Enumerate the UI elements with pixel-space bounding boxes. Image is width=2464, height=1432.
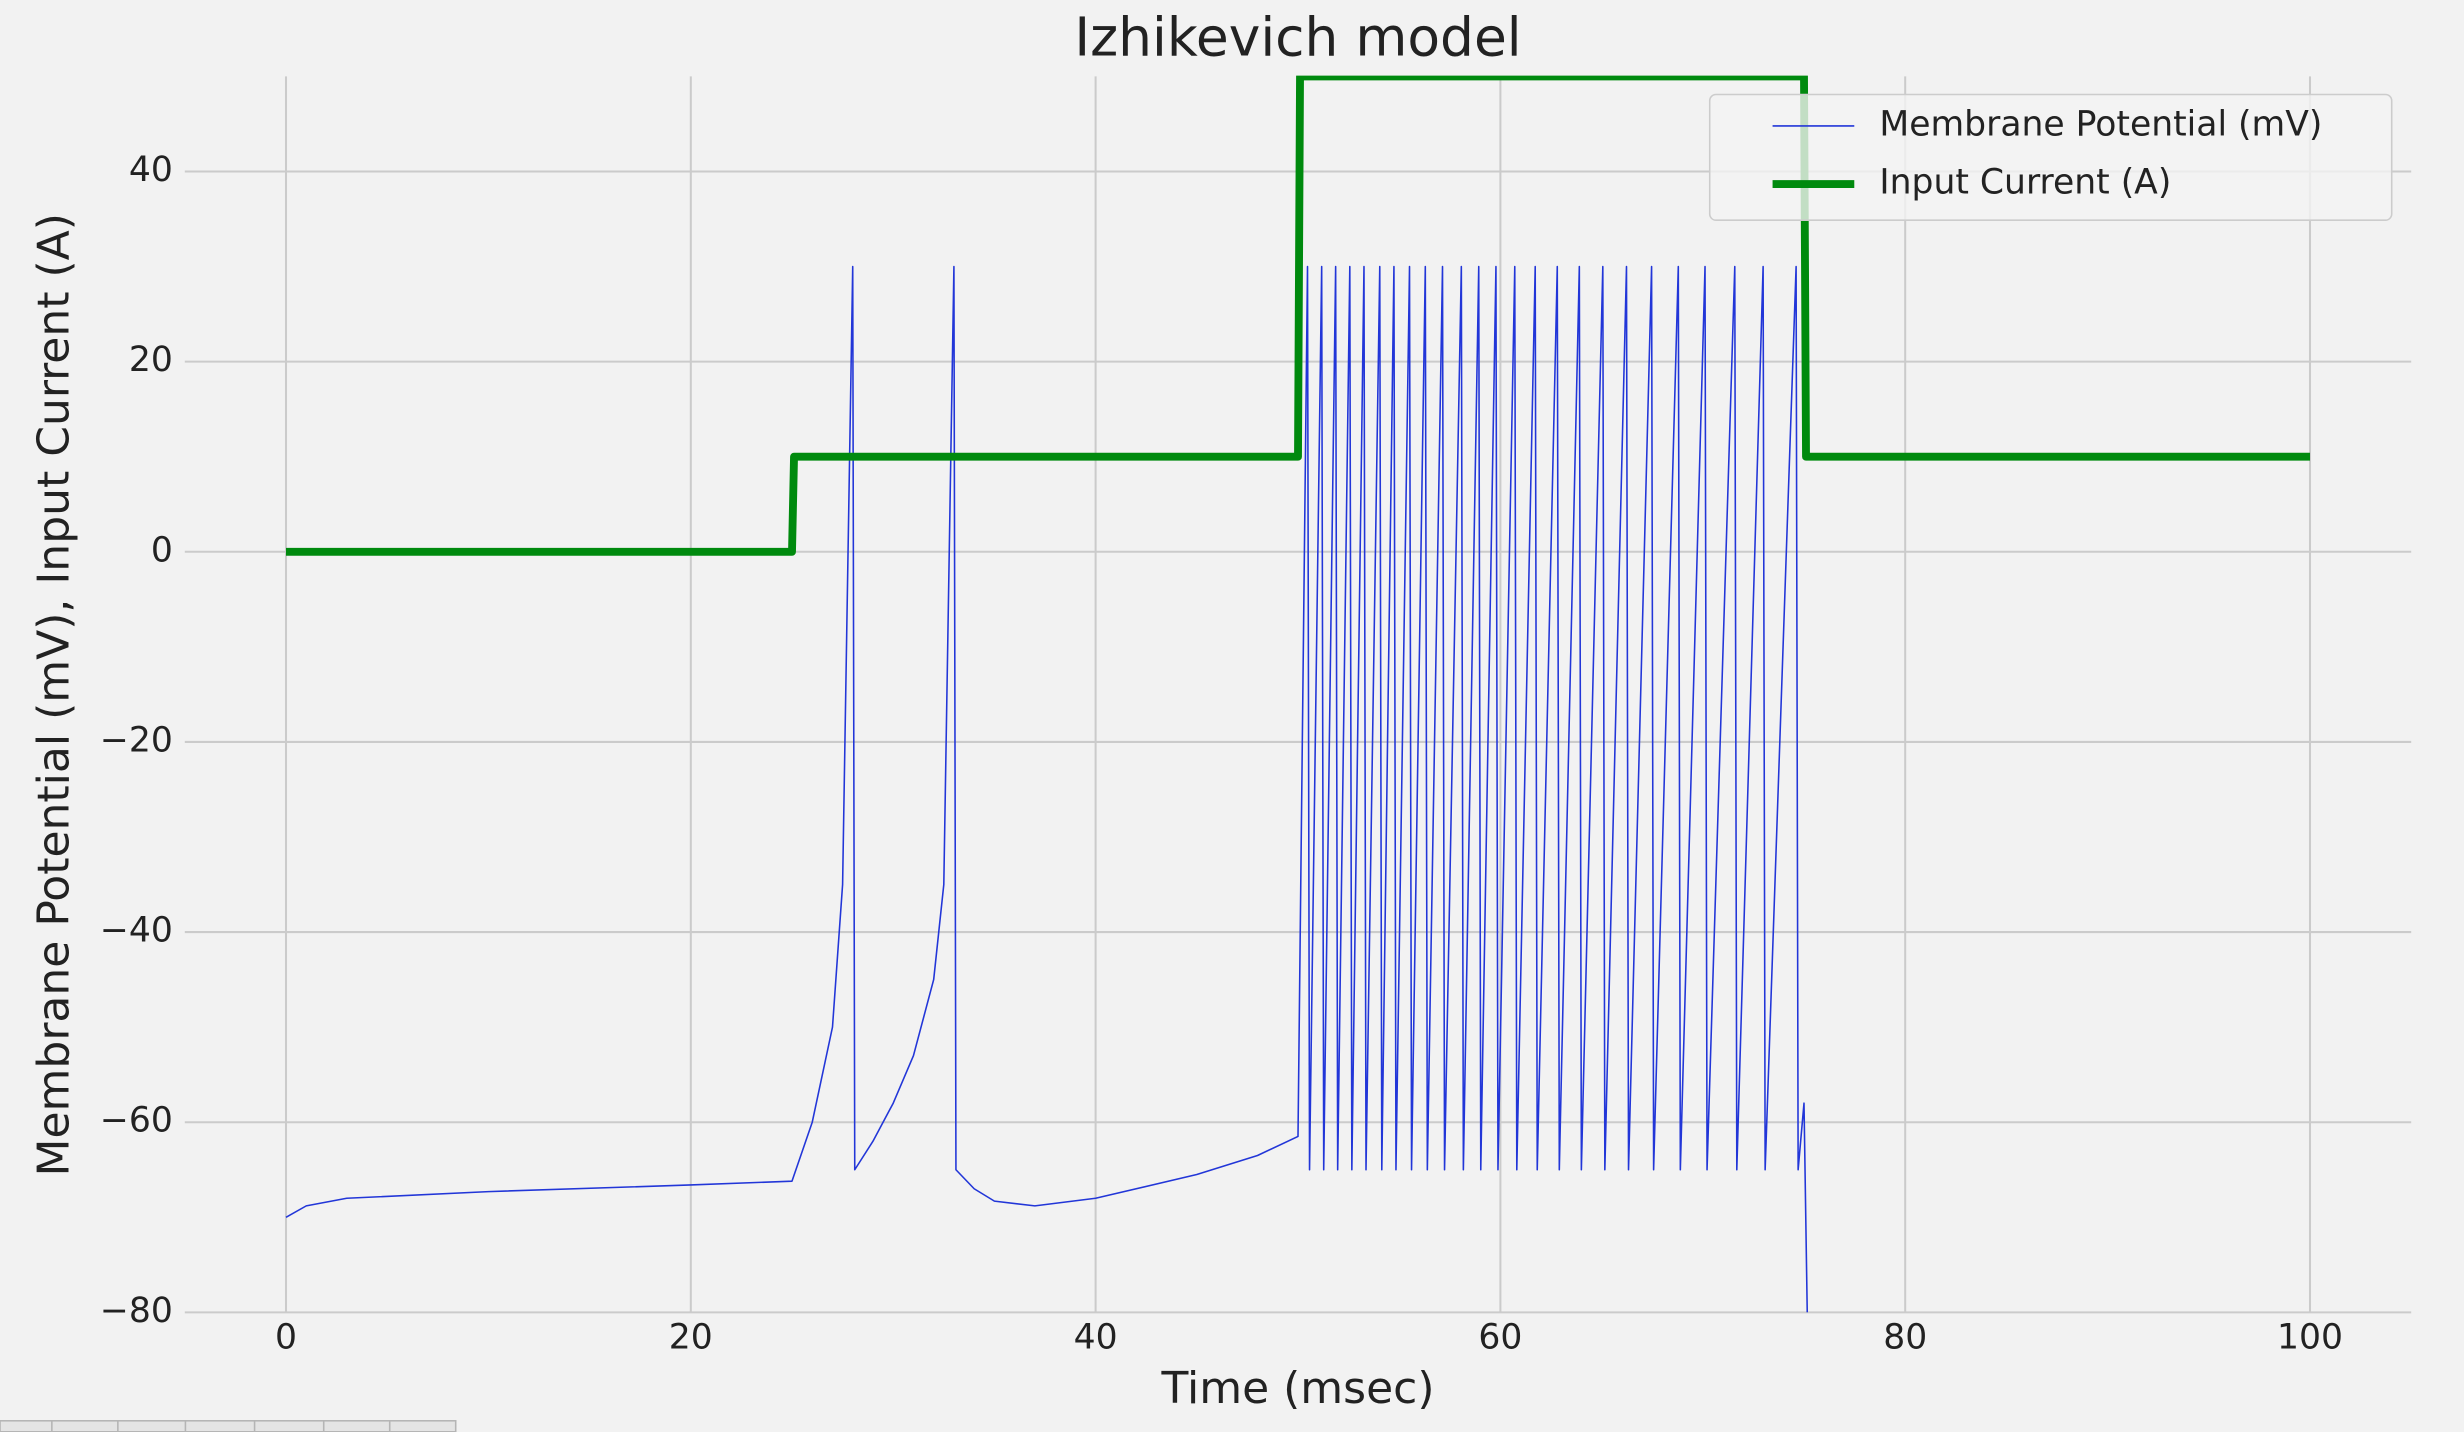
x-tick-label: 20	[669, 1318, 713, 1358]
y-tick-label: −20	[100, 720, 173, 760]
legend-box	[1708, 93, 2393, 221]
y-tick-label: 20	[129, 340, 173, 380]
y-axis-label: Membrane Potential (mV), Input Current (…	[29, 213, 80, 1176]
x-tick-label: 100	[2277, 1318, 2343, 1358]
legend-label: Input Current (A)	[1879, 163, 2171, 203]
y-tick-label: 40	[129, 150, 173, 190]
chart-title: Izhikevich model	[1074, 6, 1521, 69]
labels: 0 20 40 60 80 100 −80 −60 −40 −20 0 20 40	[100, 150, 2343, 1358]
legend-label: Membrane Potential (mV)	[1879, 104, 2322, 144]
y-tick-label: −80	[100, 1291, 173, 1331]
x-tick-label: 40	[1074, 1318, 1118, 1358]
legend: Membrane Potential (mV) Input Current (A)	[1772, 104, 2322, 203]
series-line	[285, 265, 1809, 1313]
y-tick-label: 0	[151, 530, 173, 570]
toolbar-strip	[0, 1420, 457, 1432]
x-tick-label: 60	[1478, 1318, 1522, 1358]
x-tick-label: 80	[1883, 1318, 1927, 1358]
x-tick-label: 0	[275, 1318, 297, 1358]
y-tick-label: −60	[100, 1101, 173, 1141]
series-line	[286, 75, 2310, 556]
toolbar	[0, 1420, 457, 1432]
y-tick-label: −40	[100, 911, 173, 951]
x-axis-label: Time (msec)	[1160, 1363, 1434, 1414]
grid	[184, 76, 2412, 1314]
plot-area	[285, 75, 2310, 1313]
